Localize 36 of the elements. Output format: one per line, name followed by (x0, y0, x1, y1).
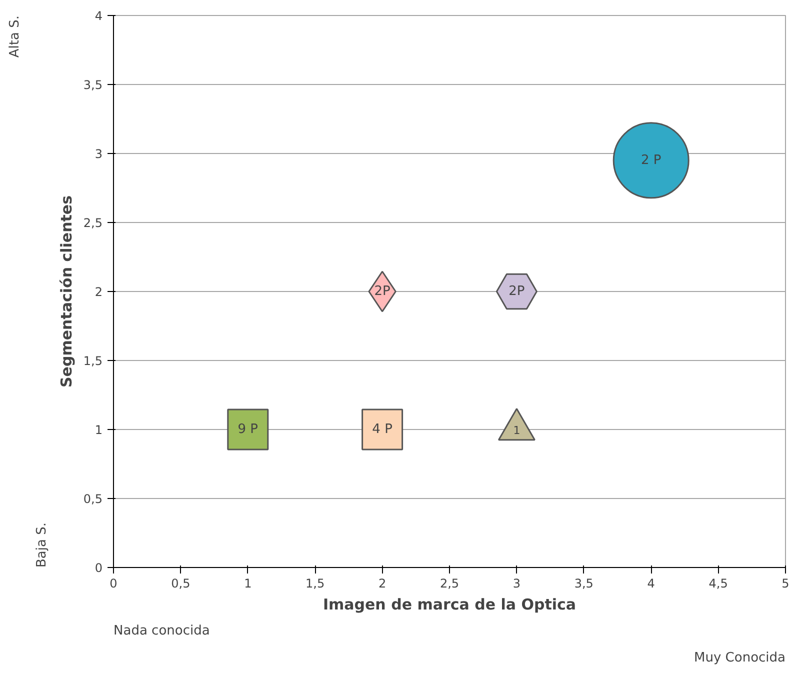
text: Alta S. (8, 15, 22, 58)
y-tick-label: 0 (94, 561, 103, 575)
x-axis-title: Imagen de marca de la Optica (322, 596, 576, 614)
text: Baja S. (34, 522, 50, 568)
y-tick-label: 2,5 (83, 216, 103, 230)
y-tick-label: 1 (94, 423, 103, 437)
x-tick-label: 3,5 (574, 576, 594, 590)
x-tick-label: 1 (244, 576, 252, 590)
point (362, 408, 404, 450)
annotation: 2 P (640, 152, 662, 168)
x-tick-label: 4 (647, 576, 655, 590)
y-axis-title: Segmentación clientes (57, 195, 76, 388)
annotation: 2P (374, 284, 391, 299)
point (612, 122, 690, 199)
y-tick-label: 3,5 (83, 78, 103, 92)
x-tick-label: 0,5 (171, 576, 190, 590)
x-tick-label: 1,5 (306, 576, 325, 590)
text: Muy Conocida (694, 650, 786, 666)
x-tick-label: 5 (782, 576, 790, 590)
y-tick-label: 0,5 (83, 492, 103, 506)
x-tick-label: 2,5 (440, 576, 460, 590)
x-tick-label: 4,5 (708, 576, 728, 590)
x-tick-label: 3 (512, 576, 521, 590)
text: Nada conocida (114, 624, 210, 638)
point (227, 408, 269, 450)
y-tick-label: 4 (94, 9, 103, 23)
x-tick-label: 0 (110, 576, 118, 590)
point (496, 273, 538, 310)
annotation: 4 P (372, 422, 393, 437)
y-tick-label: 3 (94, 147, 103, 161)
x-tick-label: 2 (378, 576, 386, 590)
annotation: 2P (508, 284, 525, 299)
y-tick-label: 2 (94, 285, 103, 299)
y-tick-label: 1,5 (83, 354, 103, 368)
annotation: 9 P (238, 422, 258, 437)
annotation: 1 (513, 424, 520, 437)
